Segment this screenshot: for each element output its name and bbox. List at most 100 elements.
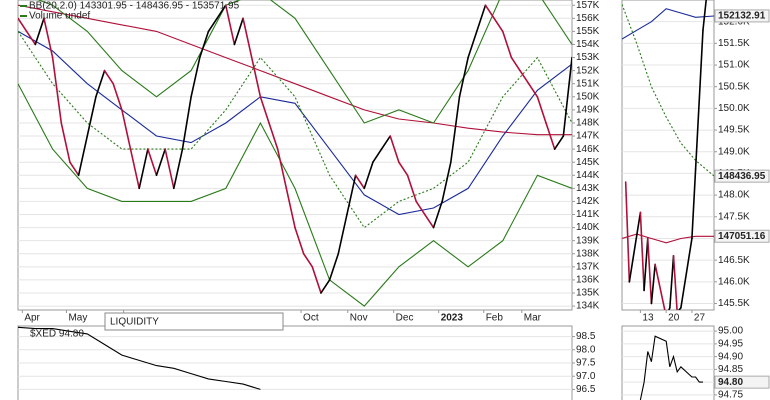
y-tick-label: 146.5K [718, 255, 750, 266]
price-segment [346, 174, 357, 216]
price-segment [294, 226, 305, 255]
price-segment [501, 30, 513, 59]
price-segment [207, 17, 218, 33]
price-segment [181, 95, 192, 150]
price-segment [276, 148, 288, 190]
y-tick-label: 149K [576, 105, 600, 116]
price-segment [650, 263, 656, 305]
series-line [18, 83, 572, 307]
price-segment [77, 135, 89, 177]
y-tick-label: 150K [576, 91, 600, 102]
price-segment [129, 148, 140, 190]
price-segment [624, 181, 631, 283]
y-tick-label: 151.0K [718, 60, 750, 71]
price-segment [639, 211, 645, 292]
y-tick-label: 134K [576, 301, 600, 312]
plot [622, 330, 714, 400]
y-tick-label: 151K [576, 78, 600, 89]
y-tick-label: 144K [576, 170, 600, 181]
price-segment [669, 255, 675, 309]
price-segment [354, 174, 366, 190]
price-segment [198, 30, 210, 59]
x-tick-label: May [68, 313, 87, 324]
value-tag [714, 375, 770, 389]
price-segment [302, 252, 314, 268]
price-segment [643, 237, 649, 292]
y-tick-label: 143K [576, 183, 600, 194]
price-segment [121, 109, 132, 150]
price-segment [672, 255, 678, 310]
price-segment [493, 17, 504, 33]
price-segment [553, 135, 565, 150]
main-panel [17, 0, 573, 311]
price-segment [389, 135, 400, 163]
price-segment [694, 98, 701, 170]
price-segment [406, 174, 417, 203]
plot [18, 326, 572, 390]
price-segment [138, 148, 149, 190]
price-segment [415, 200, 426, 216]
value-tag-label: 148436.95 [718, 171, 766, 182]
price-segment [320, 279, 331, 294]
y-tick-label: 151.5K [718, 38, 750, 49]
price-segment [691, 168, 697, 240]
price-segment [25, 30, 37, 46]
value-tag-label: 152132.91 [718, 11, 766, 22]
price-segment [69, 161, 80, 177]
y-tick-label: 136K [576, 275, 600, 286]
y-tick-label: 137K [576, 261, 600, 272]
price-segment [259, 95, 270, 124]
price-segment [702, 0, 707, 32]
lower-panel [17, 325, 573, 400]
x-tick-label: Mar [524, 313, 542, 324]
price-segment [95, 69, 106, 98]
plot [18, 0, 572, 307]
price-segment [450, 95, 461, 163]
price-segment [337, 213, 348, 255]
x-tick-label: Apr [24, 313, 40, 324]
y-tick-label: 94.75 [718, 390, 743, 400]
y-tick-label: 152K [576, 65, 600, 76]
y-tick-label: 145K [576, 157, 600, 168]
value-tag-label: 94.80 [718, 377, 743, 388]
price-segment [380, 135, 392, 150]
price-segment [698, 29, 704, 101]
y-tick-label: 157K [576, 0, 600, 11]
price-segment [484, 4, 495, 20]
x-tick-label: 13 [642, 313, 654, 324]
price-segment [233, 17, 244, 46]
y-tick-label: 98.5 [576, 331, 596, 342]
price-segment [43, 17, 54, 59]
value-tag [714, 9, 770, 23]
series-line [622, 8, 714, 40]
y-tick-label: 146.0K [718, 276, 750, 287]
lower-zoom-panel [621, 325, 715, 400]
x-tick-label: Dec [396, 313, 414, 324]
y-tick-label: 149.0K [718, 146, 750, 157]
y-tick-label: 94.90 [718, 351, 743, 362]
value-tag [714, 169, 770, 183]
y-tick-label: 148K [576, 118, 600, 129]
y-tick-label: 150.0K [718, 103, 750, 114]
price-segment [628, 211, 642, 283]
price-segment [311, 266, 322, 294]
y-tick-label: 96.5 [576, 384, 596, 395]
price-segment [86, 95, 97, 137]
series-line [18, 4, 572, 136]
price-segment [458, 56, 469, 98]
legend-text: Volume undef [29, 11, 90, 22]
price-segment [60, 122, 71, 163]
x-tick-label: 2023 [441, 313, 464, 324]
series-line [18, 30, 572, 216]
y-tick-label: 135K [576, 288, 600, 299]
y-tick-label: 140K [576, 222, 600, 233]
price-segment [112, 82, 123, 111]
y-tick-label: 94.95 [718, 339, 743, 350]
y-tick-label: 155K [576, 26, 600, 37]
price-segment [441, 161, 452, 203]
price-segment [190, 56, 201, 98]
zoom-panel [621, 0, 715, 311]
y-tick-label: 97.5 [576, 358, 596, 369]
price-segment [680, 237, 693, 309]
y-tick-label: 147K [576, 131, 600, 142]
